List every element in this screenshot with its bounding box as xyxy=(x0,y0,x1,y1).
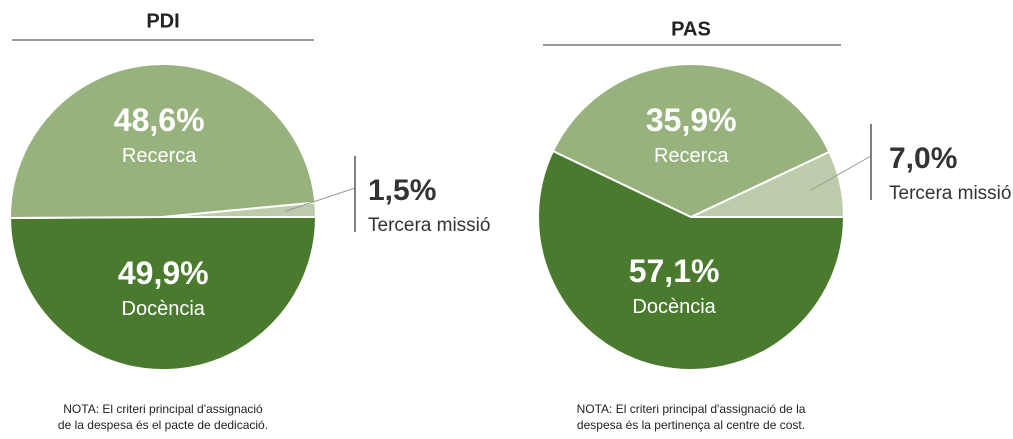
slice-category-label: Recerca xyxy=(122,145,197,167)
slice-category-label: Docència xyxy=(632,296,716,318)
slice-value-label: 49,9% xyxy=(118,255,209,291)
note: despesa és la pertinença al centre de co… xyxy=(577,418,805,432)
pie-slice xyxy=(162,201,318,218)
pie-slice xyxy=(537,149,846,371)
pie-slice xyxy=(9,63,317,219)
chart-title: PDI xyxy=(146,10,179,32)
slice-category-label: Recerca xyxy=(654,145,729,167)
slice-value-label: 48,6% xyxy=(114,102,205,138)
outside-value-label: 1,5% xyxy=(368,174,436,207)
pie-slice xyxy=(8,216,318,371)
outside-value-label: 7,0% xyxy=(889,142,957,175)
leader-line xyxy=(810,155,872,191)
pie-slice xyxy=(690,150,846,218)
chart-title: PAS xyxy=(671,18,711,40)
note: de la despesa és el pacte de dedicació. xyxy=(58,418,268,432)
leader-line xyxy=(285,187,356,212)
outside-category-label: Tercera missió xyxy=(889,183,1011,204)
note: NOTA: El criteri principal d'assignació … xyxy=(577,402,806,416)
slice-value-label: 35,9% xyxy=(646,102,737,138)
pie-slice xyxy=(551,63,831,219)
slice-category-label: Docència xyxy=(122,298,206,320)
slice-value-label: 57,1% xyxy=(629,253,720,289)
outside-category-label: Tercera missió xyxy=(368,215,490,236)
note: NOTA: El criteri principal d'assignació xyxy=(63,402,263,416)
